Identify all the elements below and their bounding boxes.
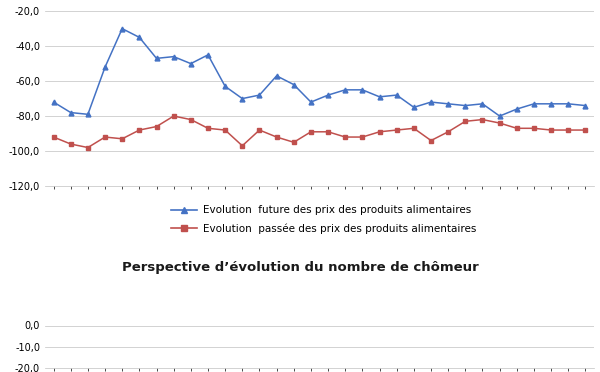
Legend: Evolution  future des prix des produits alimentaires, Evolution  passée des prix: Evolution future des prix des produits a… — [171, 205, 476, 234]
Text: Perspective d’évolution du nombre de chômeur: Perspective d’évolution du nombre de chô… — [122, 262, 478, 274]
